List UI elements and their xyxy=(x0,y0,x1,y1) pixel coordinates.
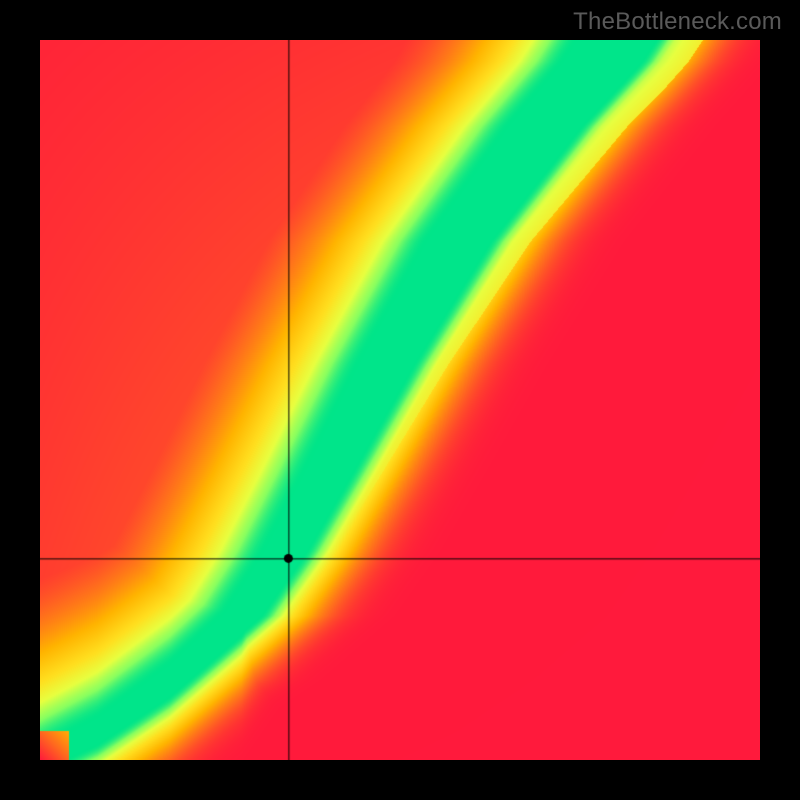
watermark-text: TheBottleneck.com xyxy=(573,8,782,36)
bottleneck-heatmap xyxy=(40,40,760,760)
